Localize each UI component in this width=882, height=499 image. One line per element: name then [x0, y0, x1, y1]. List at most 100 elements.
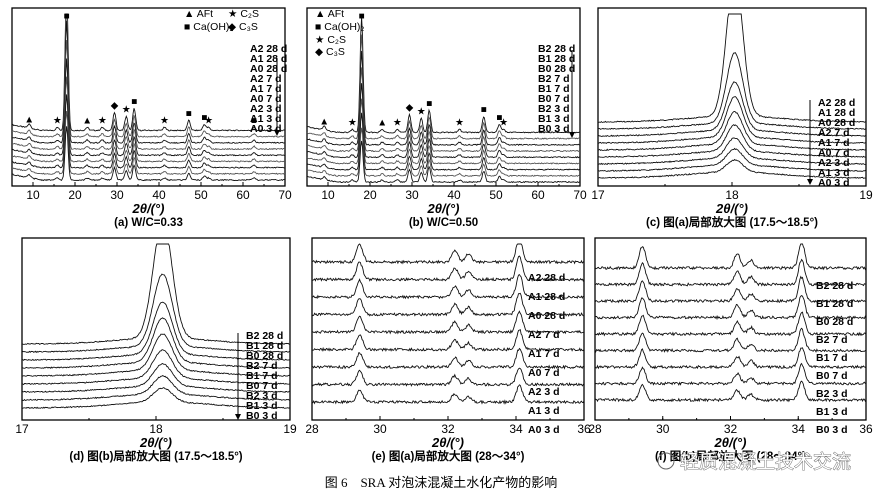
series-line — [21, 317, 291, 370]
x-tick-label: 30 — [656, 422, 670, 436]
series-line — [312, 273, 585, 300]
x-tick-label: 50 — [194, 188, 208, 202]
series-line — [12, 39, 286, 151]
series-label: A1 7 d — [818, 137, 850, 149]
series-label: A1 7 d — [528, 348, 560, 360]
series-line — [11, 13, 286, 132]
x-tick-label: 30 — [110, 188, 124, 202]
series-line — [11, 110, 286, 175]
series-label: A1 28 d — [250, 53, 287, 65]
peak-marker: ▲ — [319, 116, 329, 127]
series-label: B2 7 d — [246, 360, 278, 372]
series-label: A0 3 d — [528, 424, 560, 436]
arrow-head-icon — [235, 414, 241, 420]
series-line — [21, 333, 291, 377]
series-label: B0 28 d — [246, 350, 283, 362]
plot-frame — [306, 7, 581, 187]
series-line — [11, 58, 286, 157]
series-line — [597, 158, 866, 179]
x-axis-label: 2θ/(°) — [132, 201, 165, 216]
series-line — [306, 83, 580, 159]
panel-caption: (e) 图(a)局部放大图 (28～34°) — [372, 449, 525, 463]
peak-marker: ★ — [417, 106, 426, 117]
peak-marker: ■ — [251, 115, 257, 126]
x-tick-label: 40 — [152, 188, 166, 202]
series-label: A0 7 d — [250, 93, 282, 105]
peak-marker: ★ — [393, 117, 402, 128]
series-line — [597, 81, 867, 137]
x-tick-label: 17 — [591, 188, 605, 202]
series-label: B0 7 d — [246, 380, 278, 392]
series-line — [21, 301, 291, 361]
series-label: B2 7 d — [538, 73, 570, 85]
x-tick-label: 30 — [405, 188, 419, 202]
x-tick-label: 34 — [792, 422, 806, 436]
watermark-text: 轻质混凝土技术交流 — [680, 451, 851, 473]
series-label: B0 3 d — [538, 123, 570, 135]
peak-marker: ■ — [201, 112, 207, 123]
x-tick-label: 20 — [363, 188, 377, 202]
series-label: A0 28 d — [250, 63, 287, 75]
x-tick-label: 18 — [149, 422, 163, 436]
series-label: A0 3 d — [250, 123, 282, 135]
x-tick-label: 34 — [509, 422, 523, 436]
series-line — [594, 258, 867, 287]
series-line — [21, 362, 291, 393]
peak-marker: ★ — [98, 115, 107, 126]
series-line — [306, 98, 581, 165]
series-label: A2 28 d — [818, 97, 855, 109]
panel-caption: (d) 图(b)局部放大图 (17.5～18.5°) — [69, 449, 242, 463]
x-tick-label: 30 — [373, 422, 387, 436]
series-label: B1 7 d — [246, 370, 278, 382]
series-line — [311, 367, 585, 387]
peak-marker: ■ — [64, 11, 70, 22]
series-label: A2 28 d — [528, 272, 565, 284]
peak-marker: ■ — [131, 96, 137, 107]
x-tick-label: 36 — [859, 422, 873, 436]
chart-panel-f: 28 30 32 34 36 2θ/(°)(f) 图(b)局部放大图 (28～34°) B2… — [588, 237, 873, 463]
series-line — [21, 374, 291, 401]
peak-marker: ★ — [160, 115, 169, 126]
series-line — [595, 295, 867, 321]
x-tick-label: 19 — [283, 422, 297, 436]
chart-panel-e: 28 30 32 34 36 2θ/(°)(e) 图(a)局部放大图 (28～34°) A2… — [305, 237, 591, 463]
x-tick-label: 32 — [441, 422, 455, 436]
series-label: B2 3 d — [538, 103, 570, 115]
peak-marker: ■ — [186, 108, 192, 119]
x-axis-label: 2θ/(°) — [431, 435, 464, 450]
arrow-head-icon — [569, 132, 575, 138]
peak-marker: ★ — [348, 117, 357, 128]
legend-entry: ▲ AFt — [184, 8, 213, 20]
series-label: B1 28 d — [246, 340, 283, 352]
series-line — [594, 275, 867, 304]
peak-marker: ◆ — [111, 100, 119, 111]
series-line — [306, 50, 581, 146]
peak-marker: ★ — [204, 115, 213, 126]
panel-caption: (f) 图(b)局部放大图 (28～34°) — [655, 449, 806, 463]
peak-marker: ■ — [481, 104, 487, 115]
watermark: 轻质混凝土技术交流 — [657, 451, 851, 473]
panel-caption: (b) W/C=0.50 — [409, 217, 478, 229]
series-label: A2 3 d — [528, 386, 560, 398]
series-line — [11, 94, 286, 169]
peak-marker: ★ — [122, 104, 131, 115]
series-line — [312, 347, 585, 370]
peak-marker: ◆ — [406, 102, 414, 113]
peak-marker: ▲ — [82, 115, 92, 126]
x-tick-label: 18 — [725, 188, 739, 202]
x-tick-label: 10 — [26, 188, 40, 202]
series-label: A1 3 d — [250, 113, 282, 125]
chart-panel-c: 17 18 19 2θ/(°)(c) 图(a)局部放大图 (17.5～18.5°) A2… — [591, 7, 873, 229]
series-line — [594, 362, 867, 386]
x-tick-label: 60 — [236, 188, 250, 202]
panel-caption: (a) W/C=0.33 — [114, 217, 183, 229]
series-line — [21, 243, 290, 345]
series-label: A0 7 d — [818, 147, 850, 159]
series-label: A1 3 d — [818, 167, 850, 179]
peak-marker: ■ — [426, 98, 432, 109]
x-tick-label: 28 — [305, 422, 319, 436]
series-line — [11, 126, 285, 182]
series-label: B0 7 d — [538, 93, 570, 105]
